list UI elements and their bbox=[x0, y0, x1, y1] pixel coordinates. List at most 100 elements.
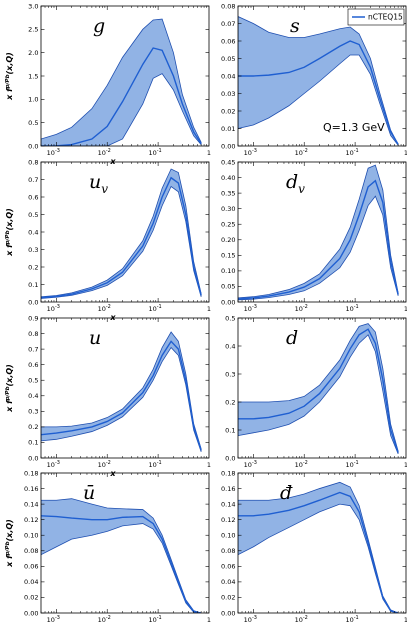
y-tick-label: 0.2 bbox=[28, 423, 38, 431]
x-tick-label: 10-2 bbox=[98, 304, 111, 313]
y-tick-label: 0.0 bbox=[225, 454, 235, 462]
y-axis-label: x fp/Pb(x,Q) bbox=[5, 208, 14, 257]
y-tick-label: 2.5 bbox=[28, 26, 38, 34]
y-tick-label: 0.10 bbox=[221, 532, 235, 540]
y-tick-label: 0.8 bbox=[28, 158, 38, 166]
panel-ubar: 0.00 0.02 0.04 0.06 0.08 0.10 0.12 0.14 0.16 0.18… bbox=[5, 469, 211, 630]
legend-label: nCTEQ15 bbox=[368, 13, 403, 22]
x-tick-label: 10-1 bbox=[345, 615, 358, 624]
x-tick-label: 10-3 bbox=[244, 148, 257, 157]
y-tick-label: 0.01 bbox=[221, 125, 235, 133]
y-tick-label: 0.2 bbox=[28, 263, 38, 271]
x-tick-label: 10-1 bbox=[148, 148, 161, 157]
y-tick-label: 0.14 bbox=[221, 500, 235, 508]
x-tick-label: 1 bbox=[207, 461, 211, 469]
y-tick-label: 0.5 bbox=[28, 211, 38, 219]
uncertainty-band bbox=[238, 164, 399, 301]
y-tick-label: 0.5 bbox=[28, 377, 38, 385]
central-line bbox=[238, 179, 399, 300]
central-line bbox=[41, 176, 202, 299]
y-tick-label: 0.05 bbox=[221, 55, 235, 63]
y-tick-label: 0.06 bbox=[221, 37, 235, 45]
central-line bbox=[41, 340, 202, 451]
y-axis-label: x fp/Pb(x,Q) bbox=[5, 519, 14, 568]
y-tick-label: 0.45 bbox=[221, 158, 235, 166]
central-line bbox=[238, 40, 399, 145]
y-tick-label: 0.02 bbox=[221, 107, 235, 115]
y-tick-label: 0.06 bbox=[221, 563, 235, 571]
y-axis-label: x fp/Pb(x,Q) bbox=[5, 364, 14, 413]
panel-d: 0.0 0.1 0.2 0.3 0.4 0.5 10-3 10-2 10-1 1 d bbox=[225, 314, 407, 469]
y-tick-label: 0.16 bbox=[24, 485, 38, 493]
x-tick-label: 1 bbox=[404, 149, 407, 157]
y-tick-label: 0.12 bbox=[221, 516, 235, 524]
panel-label-uv: uv bbox=[89, 171, 108, 196]
panel-label-dv: dv bbox=[286, 171, 305, 196]
y-tick-label: 0.03 bbox=[221, 90, 235, 98]
y-tick-label: 0.15 bbox=[221, 252, 235, 260]
axes-frame bbox=[237, 317, 407, 459]
x-axis-label: x bbox=[109, 157, 116, 166]
y-tick-label: 0.1 bbox=[28, 439, 38, 447]
y-tick-label: 0.14 bbox=[24, 500, 38, 508]
uncertainty-band bbox=[41, 168, 202, 299]
central-line bbox=[41, 515, 202, 613]
x-tick-label: 10-3 bbox=[244, 615, 257, 624]
panel-label-d: d bbox=[286, 327, 298, 349]
x-tick-label: 10-2 bbox=[295, 304, 308, 313]
x-tick-label: 10-3 bbox=[47, 148, 60, 157]
y-tick-label: 0.30 bbox=[221, 205, 235, 213]
x-tick-label: 10-2 bbox=[295, 148, 308, 157]
y-tick-label: 0.07 bbox=[221, 20, 235, 28]
x-tick-label: 10-1 bbox=[148, 304, 161, 313]
y-axis-label: x fp/Pb(x,Q) bbox=[5, 52, 14, 101]
x-tick-label: 10-1 bbox=[345, 148, 358, 157]
y-tick-label: 0.3 bbox=[28, 408, 38, 416]
x-tick-label: 10-1 bbox=[148, 615, 161, 624]
panel-u: 0.00.10.20.30.40.50.60.70.80.910-3 10-2 10… bbox=[5, 314, 211, 478]
y-tick-label: 0.0 bbox=[28, 298, 38, 306]
x-tick-label: 10-2 bbox=[98, 615, 111, 624]
y-tick-label: 0.04 bbox=[221, 72, 235, 80]
y-tick-label: 0.1 bbox=[225, 426, 235, 434]
y-tick-label: 0.16 bbox=[221, 485, 235, 493]
axes-frame bbox=[40, 161, 210, 303]
y-tick-label: 0.9 bbox=[28, 314, 38, 322]
panel-label-dbar: đ bbox=[280, 482, 293, 504]
panel-dbar: 0.00 0.02 0.04 0.06 0.08 0.10 0.12 0.14 0.16 0.18… bbox=[221, 469, 407, 630]
y-tick-label: 0.18 bbox=[24, 469, 38, 477]
y-tick-label: 0.3 bbox=[28, 246, 38, 254]
y-tick-label: 0.06 bbox=[24, 563, 38, 571]
y-tick-label: 2.0 bbox=[28, 49, 38, 57]
y-tick-label: 0.2 bbox=[225, 398, 235, 406]
central-line bbox=[238, 328, 399, 453]
panel-g: 0.0 0.5 1.0 1.5 2.0 2.5 3.0 10-3 10-2 10-1 1 x x fp/… bbox=[5, 2, 211, 166]
uncertainty-band bbox=[41, 331, 202, 452]
y-tick-label: 0.6 bbox=[28, 361, 38, 369]
y-tick-label: 0.05 bbox=[221, 283, 235, 291]
x-tick-label: 1 bbox=[207, 305, 211, 313]
panel-label-g: g bbox=[93, 15, 105, 37]
x-axis-label: x bbox=[109, 469, 116, 478]
y-tick-label: 0.8 bbox=[28, 330, 38, 338]
x-tick-label: 10-3 bbox=[47, 615, 60, 624]
y-tick-label: 0.18 bbox=[221, 469, 235, 477]
central-line bbox=[238, 491, 399, 613]
axes-frame bbox=[237, 472, 407, 614]
panel-s: 0.00 0.01 0.02 0.03 0.04 0.05 0.06 0.07 0.08 10-3… bbox=[221, 2, 407, 157]
y-tick-label: 0.10 bbox=[24, 532, 38, 540]
y-tick-label: 0.7 bbox=[28, 345, 38, 353]
x-tick-label: 10-3 bbox=[47, 460, 60, 469]
y-tick-label: 0.7 bbox=[28, 176, 38, 184]
y-tick-label: 0.6 bbox=[28, 193, 38, 201]
y-tick-label: 0.04 bbox=[24, 578, 38, 586]
y-tick-label: 0.5 bbox=[28, 119, 38, 127]
x-tick-label: 10-3 bbox=[244, 460, 257, 469]
x-axis-label: x bbox=[109, 313, 116, 322]
x-tick-label: 1 bbox=[207, 616, 211, 624]
x-tick-label: 1 bbox=[404, 305, 407, 313]
x-tick-label: 10-2 bbox=[295, 615, 308, 624]
panel-label-u: u bbox=[89, 327, 101, 349]
y-tick-label: 0.08 bbox=[24, 547, 38, 555]
axes-frame bbox=[237, 161, 407, 303]
